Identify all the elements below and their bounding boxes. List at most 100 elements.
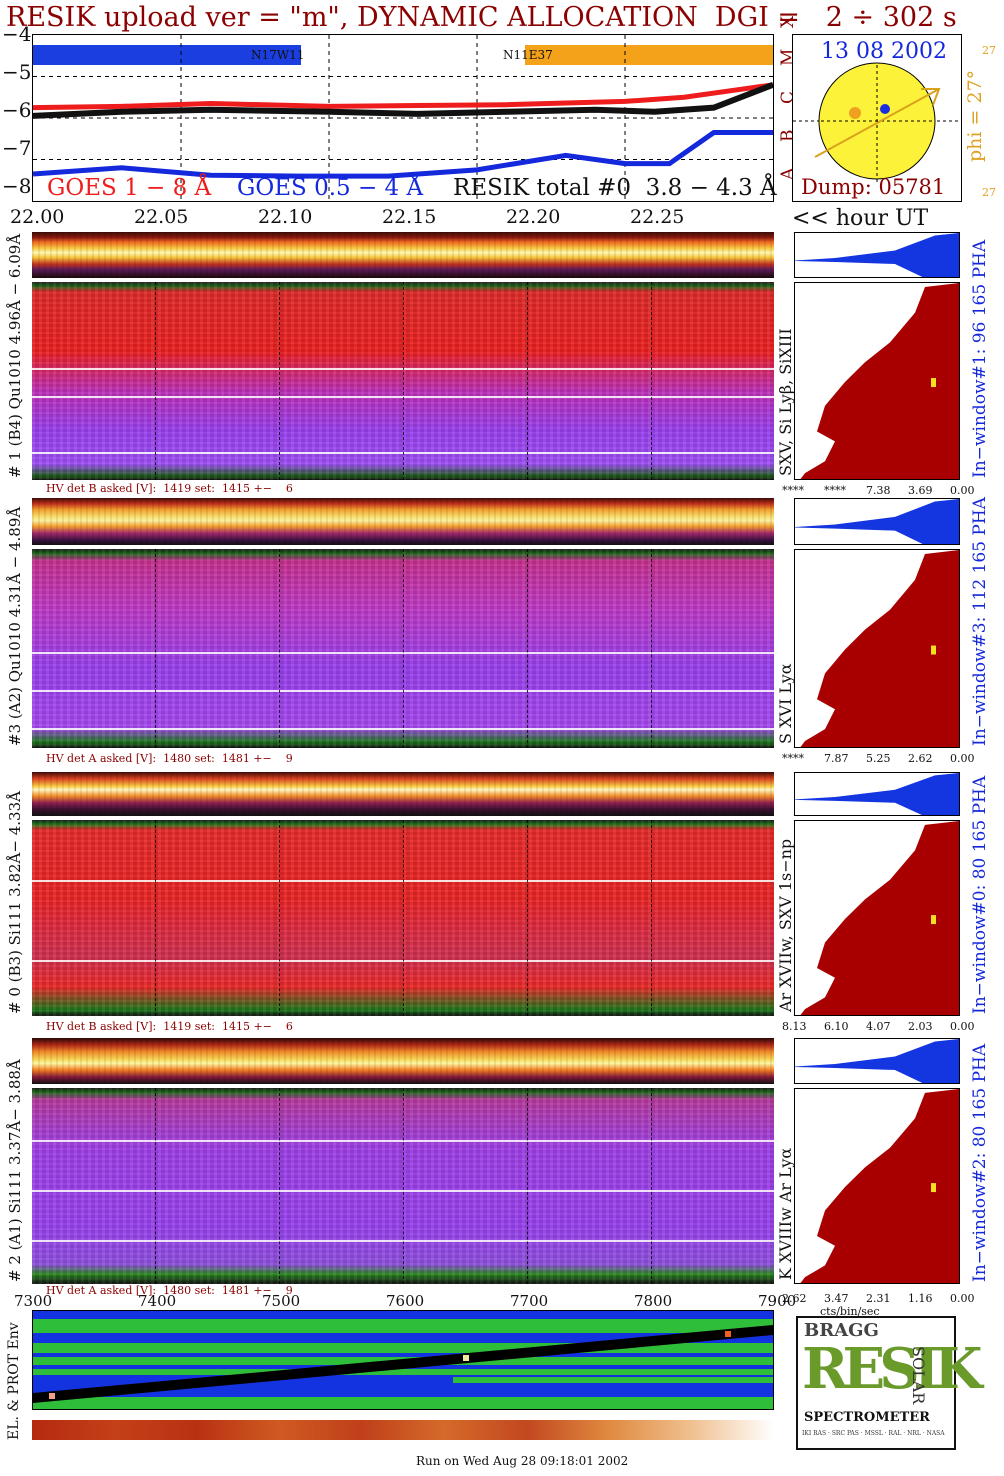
legend-goes-1-8: GOES 1 − 8 Å [47, 175, 212, 201]
histogram-tick: 2.62 [782, 1292, 807, 1305]
histogram-tick: **** [824, 484, 846, 497]
crystal-spectrum-strip [32, 232, 774, 278]
time-tick: 22.25 [630, 206, 685, 228]
active-region-marker-2 [880, 104, 890, 114]
histogram-tick: 0.00 [950, 1020, 975, 1033]
histogram-axis: 2.62 3.47 2.31 1.16 0.00 [782, 1292, 975, 1306]
panel-right-label: S XVI Lyα [776, 663, 795, 744]
histogram-tick: 0.00 [950, 484, 975, 497]
env-tick: 7700 [510, 1292, 549, 1310]
pha-histogram-top [794, 772, 960, 816]
histogram-tick: 3.47 [824, 1292, 849, 1305]
observation-date: 13 08 2002 [821, 39, 947, 64]
crystal-spectrum-strip [32, 772, 774, 816]
histogram-tick: 2.03 [908, 1020, 933, 1033]
phi-side-top: 27 [982, 44, 996, 57]
histogram-tick: 7.87 [824, 752, 849, 765]
in-window-count: In−window#2: 80 165 PHA [970, 1043, 990, 1282]
goes-class-letter: X [778, 15, 798, 28]
logo-resik: RESIK [802, 1336, 983, 1402]
goes-y-tick: −4 [2, 22, 32, 46]
hv-detector-readout: HV det A asked [V]: 1480 set: 1481 +− 9 [46, 752, 293, 765]
active-region-label-1: N17W11 [251, 48, 305, 62]
histogram-tick: **** [782, 484, 804, 497]
histogram-tick: 4.07 [866, 1020, 891, 1033]
goes-lightcurve-panel: N17W11 N11E37 GOES 1 − 8 Å GOES 0.5 − 4 … [32, 34, 777, 202]
histogram-tick: 6.10 [824, 1020, 849, 1033]
histogram-tick: 8.13 [782, 1020, 807, 1033]
panel-right-label: Ar XVIIw, SXV 1s−np [776, 838, 795, 1012]
dump-number: Dump: 05781 [801, 175, 946, 199]
histogram-axis: **** 7.87 5.25 2.62 0.00 [782, 752, 975, 766]
goes-y-tick: −6 [2, 98, 32, 122]
in-window-count: In−window#1: 96 165 PHA [970, 239, 990, 478]
goes-y-tick: −7 [2, 136, 32, 160]
histogram-tick: 5.25 [866, 752, 891, 765]
pha-histogram [794, 1088, 960, 1284]
histogram-axis: 8.13 6.10 4.07 2.03 0.00 [782, 1020, 975, 1034]
env-tick: 7900 [758, 1292, 797, 1310]
goes-chart [33, 35, 773, 201]
env-tick: 7300 [14, 1292, 53, 1310]
goes-y-tick: −8 [2, 174, 32, 198]
histogram-tick: 7.38 [866, 484, 891, 497]
goes-1-8-series [33, 82, 773, 111]
phi-side-bottom: 27 [982, 186, 996, 199]
crystal-spectrum-strip [32, 1038, 774, 1084]
time-tick: 22.00 [10, 206, 65, 228]
environment-strip [32, 1420, 774, 1440]
dynamic-spectrum-panel [32, 820, 774, 1016]
panel-left-label: # 2 (A1) Si111 3.37Å− 3.88Å [6, 1059, 24, 1282]
hv-detector-readout: HV det B asked [V]: 1419 set: 1415 +− 6 [46, 482, 293, 495]
page-title: RESIK upload ver = "m", DYNAMIC ALLOCATI… [6, 2, 957, 33]
pha-histogram [794, 549, 960, 748]
time-axis-unit: << hour UT [792, 206, 929, 231]
run-timestamp: Run on Wed Aug 28 09:18:01 2002 [416, 1454, 629, 1468]
panel-right-label: K XVIIIw Ar Lyα [776, 1147, 795, 1280]
histogram-unit: cts/bin/sec [820, 1305, 880, 1318]
histogram-tick: 2.31 [866, 1292, 891, 1305]
logo-spectrometer: SPECTROMETER [804, 1410, 930, 1425]
legend-resik-total: RESIK total #0 3.8 − 4.3 Å [453, 175, 777, 201]
panel-left-label: # 1 (B4) Qu1010 4.96Å − 6.09Å [6, 233, 24, 478]
histogram-tick: **** [782, 752, 804, 765]
goes-y-tick: −5 [2, 60, 32, 84]
logo-solar: SOLAR [909, 1346, 928, 1405]
particle-environment-label: EL. & PROT Env [6, 1322, 22, 1440]
phi-angle: phi = 27° [964, 69, 986, 162]
histogram-tick: 3.69 [908, 484, 933, 497]
pha-histogram-top [794, 498, 960, 545]
histogram-axis: **** **** 7.38 3.69 0.00 [782, 484, 975, 498]
sun-disk [793, 62, 961, 185]
active-region-bar-2 [525, 45, 773, 65]
active-region-bar-1 [33, 45, 301, 65]
resik-total-series [33, 82, 773, 119]
env-tick: 7600 [386, 1292, 425, 1310]
sun-disk-panel: 13 08 2002 Dump: 05781 [792, 34, 962, 202]
env-tick: 7400 [138, 1292, 177, 1310]
crystal-spectrum-strip [32, 498, 774, 545]
dynamic-spectrum-panel [32, 282, 774, 480]
panel-right-label: SXV, Si Lyβ, SiXIII [776, 328, 795, 476]
resik-logo: BRAGG RESIK SOLAR SPECTROMETER IKI RAS ·… [796, 1316, 983, 1450]
hv-detector-readout: HV det A asked [V]: 1480 set: 1481 +− 9 [46, 1284, 293, 1297]
env-tick: 7800 [634, 1292, 673, 1310]
pha-histogram-top [794, 1038, 960, 1084]
dynamic-spectrum-panel [32, 1088, 774, 1284]
histogram-tick: 1.16 [908, 1292, 933, 1305]
pha-histogram [794, 282, 960, 480]
active-region-label-2: N11E37 [503, 48, 553, 62]
time-tick: 22.10 [258, 206, 313, 228]
histogram-tick: 0.00 [950, 752, 975, 765]
hv-detector-readout: HV det B asked [V]: 1419 set: 1415 +− 6 [46, 1020, 293, 1033]
histogram-tick: 0.00 [950, 1292, 975, 1305]
logo-fine-print: IKI RAS · SRC PAS · MSSL · RAL · NRL · N… [802, 1430, 945, 1437]
in-window-count: In−window#3: 112 165 PHA [970, 497, 990, 746]
particle-environment-panel [32, 1310, 774, 1410]
dynamic-spectrum-panel [32, 549, 774, 748]
orbit-track [33, 1325, 773, 1403]
time-tick: 22.05 [134, 206, 189, 228]
env-tick: 7500 [262, 1292, 301, 1310]
logo-bragg: BRAGG [804, 1320, 879, 1341]
pha-histogram [794, 820, 960, 1016]
